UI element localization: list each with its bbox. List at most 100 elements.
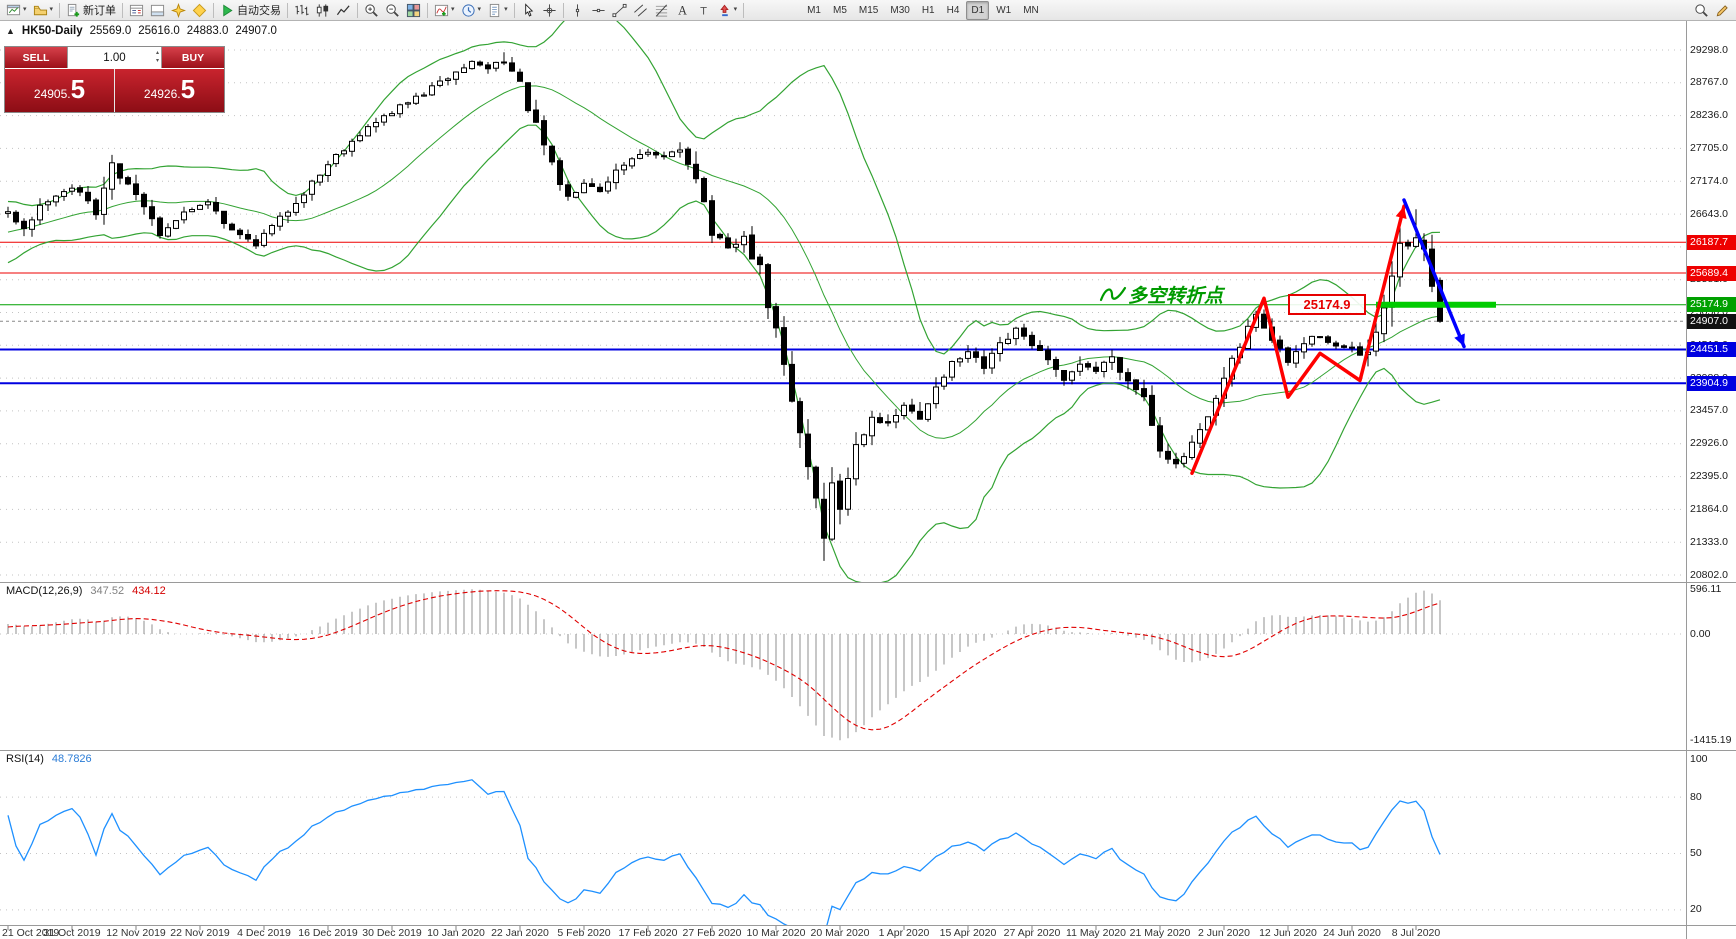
zoom-in-button[interactable] <box>361 0 382 21</box>
chevron-down-icon[interactable]: ▾ <box>504 6 508 13</box>
ohlc-close: 24907.0 <box>235 25 277 37</box>
timeframe-M15-button[interactable]: M15 <box>858 4 879 16</box>
chevron-down-icon[interactable]: ▾ <box>477 6 482 13</box>
profiles-button[interactable]: ▾ <box>30 0 57 21</box>
macd-tick-label: 596.11 <box>1690 582 1722 595</box>
turning-point-annotation[interactable]: 多空转折点 <box>1128 286 1224 307</box>
timeframe-H1-button[interactable]: H1 <box>921 4 935 16</box>
new-order-label: 新订单 <box>83 5 117 17</box>
vline-button[interactable] <box>567 0 588 21</box>
macd-name: MACD(12,26,9) <box>6 585 83 597</box>
fibonacci-button[interactable] <box>651 0 672 21</box>
price-axis-border[interactable] <box>1686 21 1687 939</box>
chevron-down-icon[interactable]: ▾ <box>451 6 455 13</box>
autotrade-button[interactable]: 自动交易 <box>217 0 284 21</box>
panel-separator[interactable] <box>0 925 1736 926</box>
search-button[interactable] <box>1691 0 1712 21</box>
line-chart-button[interactable] <box>333 0 354 21</box>
date-label: 17 Feb 2020 <box>618 927 678 939</box>
buy-button[interactable]: BUY <box>162 47 224 68</box>
metaeditor-button[interactable] <box>189 0 210 21</box>
new-order-icon <box>66 3 81 18</box>
panel-separator[interactable] <box>0 582 1736 583</box>
timeframe-W1-button[interactable]: W1 <box>996 4 1012 16</box>
buy-price[interactable]: 24926. 5 <box>115 69 224 112</box>
cursor-button[interactable] <box>518 0 539 21</box>
zoom-out-button[interactable] <box>382 0 403 21</box>
macd-tick-label: 0.00 <box>1690 627 1711 640</box>
rsi-tick-label: 80 <box>1690 790 1702 803</box>
new-order-button[interactable]: 新订单 <box>63 0 119 21</box>
text-icon: A <box>675 3 690 18</box>
volume-input[interactable]: 1.00 ▴ ▾ <box>67 47 162 68</box>
arrows-button[interactable]: ▾ <box>714 0 741 21</box>
timeframe-M5-button[interactable]: M5 <box>833 4 847 16</box>
pencil-icon <box>1715 3 1730 18</box>
price-line-tag[interactable]: 24451.5 <box>1687 342 1736 357</box>
periods-button[interactable]: ▾ <box>458 0 485 21</box>
toolbar-separator <box>59 2 61 18</box>
date-label: 15 Apr 2020 <box>939 927 997 939</box>
hline-button[interactable] <box>588 0 609 21</box>
metaeditor-icon <box>192 3 207 18</box>
search-icon <box>1694 3 1709 18</box>
templates-icon <box>487 3 502 18</box>
volume-spinner[interactable]: ▴ ▾ <box>156 49 159 65</box>
templates-button[interactable]: ▾ <box>484 0 511 21</box>
trendline-button[interactable] <box>609 0 630 21</box>
date-label: 22 Nov 2019 <box>170 927 230 939</box>
price-line-tag[interactable]: 23904.9 <box>1687 375 1736 391</box>
toolbar-separator <box>122 2 124 18</box>
chevron-down-icon[interactable]: ▾ <box>733 6 738 13</box>
volume-up-icon[interactable]: ▴ <box>155 50 159 56</box>
label-button[interactable]: T <box>693 0 714 21</box>
panel-separator[interactable] <box>0 750 1736 751</box>
price-tick-label: 22395.0 <box>1690 470 1728 483</box>
text-button[interactable]: A <box>672 0 693 21</box>
tile-windows-button[interactable] <box>403 0 424 21</box>
macd-main-value: 347.52 <box>90 585 125 597</box>
sell-price[interactable]: 24905. 5 <box>5 69 115 112</box>
candlestick-button[interactable] <box>312 0 333 21</box>
price-annotation-label[interactable]: 25174.9 <box>1288 294 1366 315</box>
price-tick-label: 21333.0 <box>1690 535 1728 548</box>
navigator-button[interactable] <box>168 0 189 21</box>
rsi-tick-label: 50 <box>1690 847 1702 859</box>
channel-button[interactable] <box>630 0 651 21</box>
volume-down-icon[interactable]: ▾ <box>155 58 159 64</box>
timeframe-M30-button[interactable]: M30 <box>890 4 910 16</box>
timeframe-H4-button[interactable]: H4 <box>946 4 960 16</box>
terminal-button[interactable] <box>147 0 168 21</box>
toolbar-separator <box>513 2 515 18</box>
toolbar-right-group <box>1691 0 1733 21</box>
timeframe-MN-button[interactable]: MN <box>1023 4 1039 16</box>
new-chart-button[interactable]: ▾ <box>3 0 30 21</box>
price-line-tag[interactable]: 26187.7 <box>1687 234 1736 250</box>
terminal-icon <box>150 3 165 18</box>
price-tick-label: 21864.0 <box>1690 502 1728 515</box>
toolbar-separator <box>427 2 429 18</box>
one-click-collapse-button[interactable]: ▲ <box>6 26 15 36</box>
main-toolbar: ▾ ▾ 新订单 自动交易 ▾ ▾ ▾ A T ▾ M1 M5 M15 M30 H1 H4 D1 W1 MN <box>0 0 1736 21</box>
scribble-check-icon[interactable] <box>1099 283 1127 307</box>
crosshair-button[interactable] <box>539 0 560 21</box>
current-price-tag: 24907.0 <box>1687 313 1736 329</box>
chevron-down-icon[interactable]: ▾ <box>23 6 27 13</box>
pencil-button[interactable] <box>1712 0 1733 21</box>
bar-chart-button[interactable] <box>291 0 312 21</box>
price-line-tag[interactable]: 25689.4 <box>1687 265 1736 281</box>
chevron-down-icon[interactable]: ▾ <box>49 6 54 13</box>
date-label: 10 Mar 2020 <box>746 927 806 939</box>
timeframe-M1-button[interactable]: M1 <box>807 4 821 16</box>
market-watch-button[interactable] <box>126 0 147 21</box>
indicators-button[interactable]: ▾ <box>431 0 458 21</box>
toolbar-separator <box>562 2 564 18</box>
toolbar-separator <box>287 2 289 18</box>
date-label: 5 Feb 2020 <box>557 927 611 939</box>
sell-button[interactable]: SELL <box>5 47 67 68</box>
ohlc-open: 25569.0 <box>89 25 132 37</box>
date-label: 4 Dec 2019 <box>237 927 291 939</box>
timeframe-D1-button[interactable]: D1 <box>966 0 990 20</box>
price-line-tag[interactable]: 25174.9 <box>1687 297 1736 313</box>
